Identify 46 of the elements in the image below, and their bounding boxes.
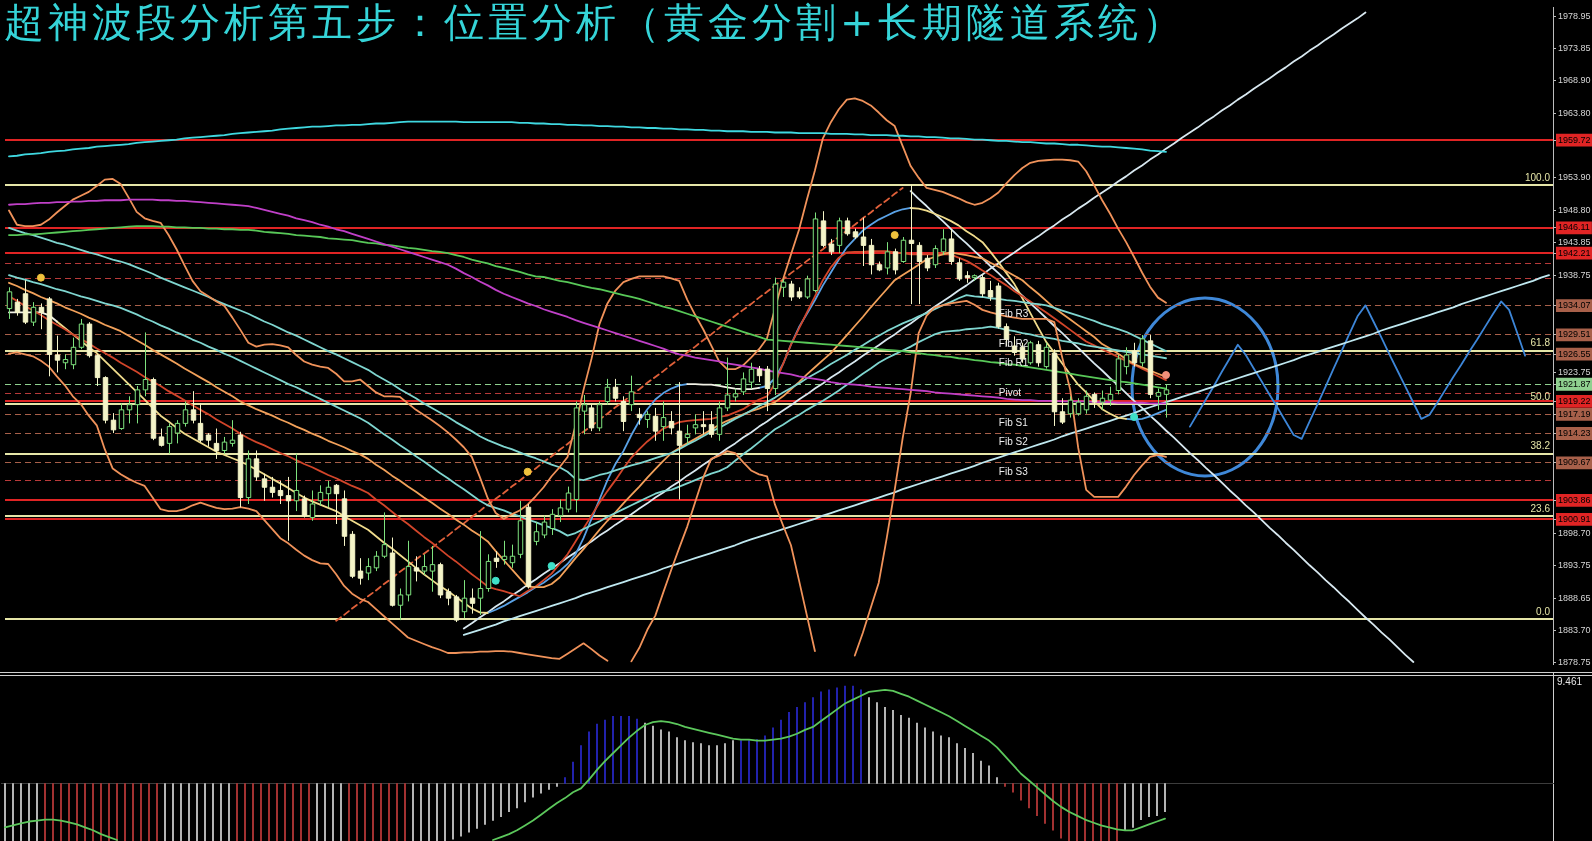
annotation: 50.0: [1530, 390, 1551, 402]
y-tick-label: 1893.75: [1558, 560, 1591, 571]
y-tick-label: 1946.11: [1558, 222, 1590, 233]
y-tick-label: 1917.19: [1558, 408, 1591, 419]
point: [1162, 371, 1170, 380]
point: [547, 561, 556, 570]
point: [1130, 412, 1139, 421]
y-tick-label: 1919.22: [1558, 395, 1591, 406]
y-tick-label: 1978.95: [1558, 10, 1591, 21]
annotation: 100.0: [1524, 172, 1551, 184]
y-tick-label: 1888.65: [1558, 592, 1591, 603]
y-tick-label: 1953.90: [1558, 172, 1591, 183]
y-tick-label: 1921.87: [1558, 378, 1591, 389]
ref-line-label: Fib S3: [998, 465, 1029, 477]
line-series: [335, 187, 904, 622]
chart-title: 超神波段分析第五步：位置分析（黄金分割+长期隧道系统）: [4, 0, 1186, 46]
y-tick-label: 1903.86: [1558, 494, 1591, 505]
y-tick-label: 1959.72: [1558, 134, 1591, 145]
y-tick-label: 1938.75: [1558, 269, 1591, 280]
point: [491, 576, 500, 585]
y-tick-label: 1963.80: [1558, 108, 1591, 119]
y-tick-label: 1968.90: [1558, 75, 1591, 86]
ref-line-label: Fib S1: [998, 417, 1029, 429]
y-tick-label: 1943.85: [1558, 236, 1591, 247]
y-tick-label: 1934.07: [1558, 300, 1591, 311]
y-tick-label: 1900.91: [1558, 513, 1591, 524]
annotation: 61.8: [1530, 337, 1551, 349]
ref-line-label: Fib S2: [998, 436, 1029, 448]
text: 9.461: [1557, 675, 1583, 687]
y-tick-label: 1914.23: [1558, 428, 1591, 438]
y-tick-label: 1909.67: [1558, 457, 1591, 468]
y-tick-label: 1898.70: [1558, 528, 1591, 539]
y-tick-label: 1948.80: [1558, 205, 1591, 216]
point: [890, 231, 899, 240]
point: [36, 273, 45, 282]
y-tick-label: 1942.21: [1558, 247, 1591, 258]
y-tick-label: 1923.75: [1558, 366, 1591, 377]
annotation: 38.2: [1530, 440, 1551, 452]
y-tick-label: 1883.70: [1558, 624, 1591, 635]
y-tick-label: 1926.55: [1558, 348, 1591, 359]
annotation: 23.6: [1530, 503, 1551, 515]
annotation: 0.0: [1536, 606, 1551, 618]
y-tick-label: 1878.75: [1558, 656, 1591, 667]
point: [523, 467, 532, 476]
y-tick-label: 1929.51: [1558, 329, 1591, 340]
y-tick-label: 1973.85: [1558, 43, 1591, 54]
